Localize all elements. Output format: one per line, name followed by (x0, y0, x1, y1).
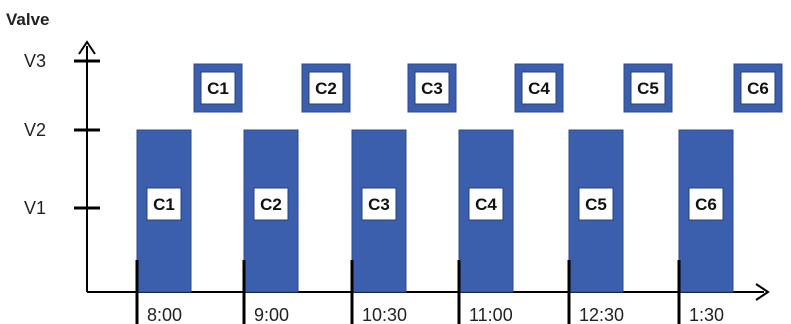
y-axis-arrow (78, 40, 96, 55)
x-tick-label: 11:00 (469, 305, 513, 324)
top-label-box (521, 71, 557, 105)
x-tick-label: 9:00 (254, 305, 289, 324)
axes (78, 40, 770, 301)
x-tick-label: 1:30 (689, 305, 724, 324)
top-label-box (200, 71, 236, 105)
bar-label-box (688, 187, 724, 221)
bar-label: C1 (153, 195, 175, 214)
x-tick-label: 10:30 (362, 305, 407, 324)
y-axis-title: Valve (6, 10, 50, 29)
y-ticks: V1 V2 V3 (24, 51, 100, 218)
top-label: C3 (421, 79, 443, 98)
top-label: C5 (637, 79, 659, 98)
bar-label: C5 (585, 195, 607, 214)
y-tick-label: V1 (24, 198, 46, 218)
bar-label-box (253, 187, 289, 221)
bar-label-box (578, 187, 614, 221)
bar-label-box (361, 187, 397, 221)
y-tick-label: V3 (24, 51, 46, 71)
top-label: C4 (528, 79, 550, 98)
x-tick-label: 8:00 (147, 305, 182, 324)
x-axis-arrow (755, 283, 770, 301)
top-label: C6 (747, 79, 769, 98)
top-label: C1 (207, 79, 229, 98)
top-label-box (630, 71, 666, 105)
x-ticks: 8:00 9:00 10:30 11:00 12:30 1:30 (135, 260, 724, 324)
top-label-box (308, 71, 344, 105)
bar-label: C2 (260, 195, 282, 214)
bar-label: C4 (475, 195, 497, 214)
bar-label: C6 (695, 195, 717, 214)
top-label-box (414, 71, 450, 105)
x-tick-label: 12:30 (579, 305, 624, 324)
top-label: C2 (315, 79, 337, 98)
y-tick-label: V2 (24, 120, 46, 140)
bar-label: C3 (368, 195, 390, 214)
bar-label-box (468, 187, 504, 221)
bar-label-box (146, 187, 182, 221)
bars-group: C1 C2 C3 C4 C5 C6 (136, 129, 734, 293)
top-labels-group: C1 C2 C3 C4 C5 C6 (193, 63, 783, 113)
top-label-box (740, 71, 776, 105)
